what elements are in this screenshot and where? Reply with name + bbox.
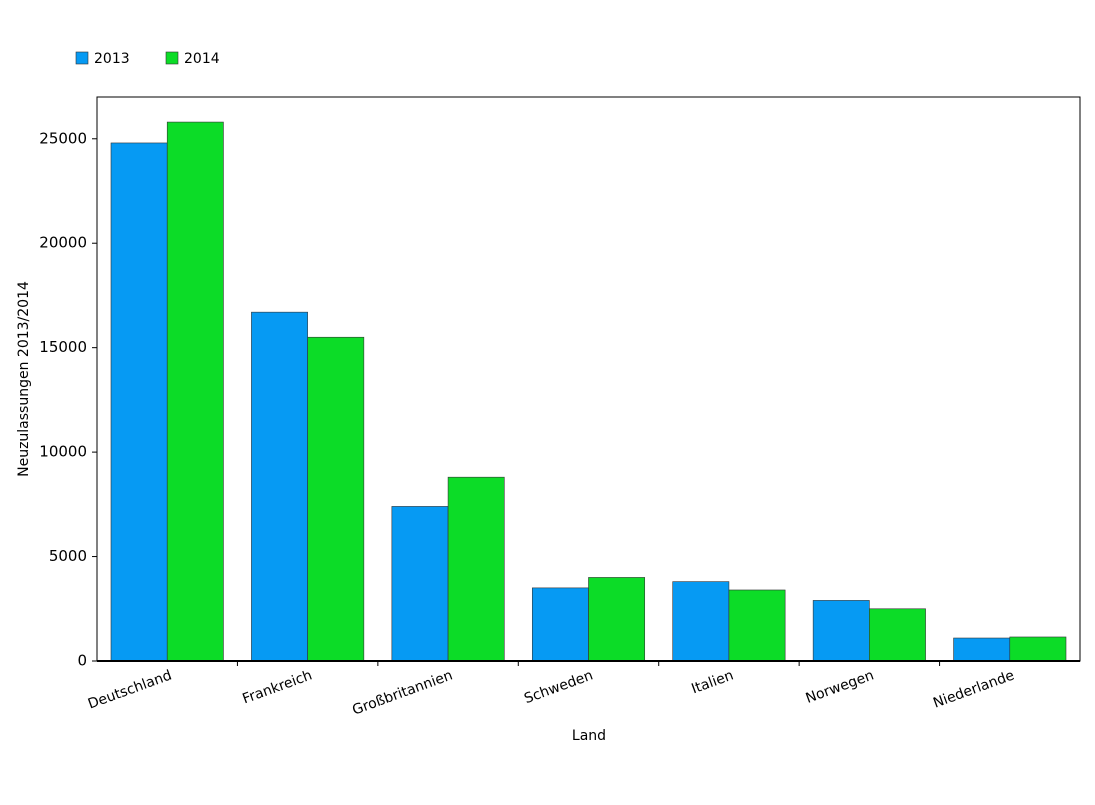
x-tick-label: Italien (689, 667, 735, 697)
plot-frame (96, 96, 1081, 662)
x-axis-label: Land (572, 728, 606, 744)
legend-label: 2014 (184, 51, 220, 67)
legend-swatch (165, 51, 179, 65)
bar (531, 587, 589, 662)
legend-swatch (75, 51, 89, 65)
bar (953, 637, 1011, 662)
bar (869, 608, 926, 662)
y-tick-label: 0 (77, 652, 87, 670)
bar (672, 581, 730, 662)
bar (307, 336, 365, 662)
y-axis-label: Neuzulassungen 2013/2014 (16, 281, 32, 477)
legend-label: 2013 (94, 51, 130, 67)
x-tick-label: Niederlande (931, 667, 1016, 711)
x-tick-label: Norwegen (804, 667, 876, 706)
x-tick-label: Großbritannien (350, 667, 455, 718)
x-tick-label: Deutschland (86, 667, 174, 712)
y-tick-label: 10000 (39, 443, 87, 461)
y-tick-label: 15000 (39, 338, 87, 356)
bar (447, 476, 505, 662)
y-tick-label: 25000 (39, 129, 87, 147)
bar (1009, 636, 1067, 662)
bar (110, 142, 168, 662)
x-tick-label: Frankreich (240, 667, 314, 707)
bar (391, 506, 449, 662)
bar (251, 311, 308, 662)
bar (588, 577, 646, 662)
bar (166, 121, 224, 662)
y-tick-label: 20000 (39, 234, 87, 252)
bar (812, 600, 870, 662)
bar (728, 589, 786, 662)
y-tick-label: 5000 (49, 547, 87, 565)
x-tick-label: Schweden (522, 667, 595, 707)
